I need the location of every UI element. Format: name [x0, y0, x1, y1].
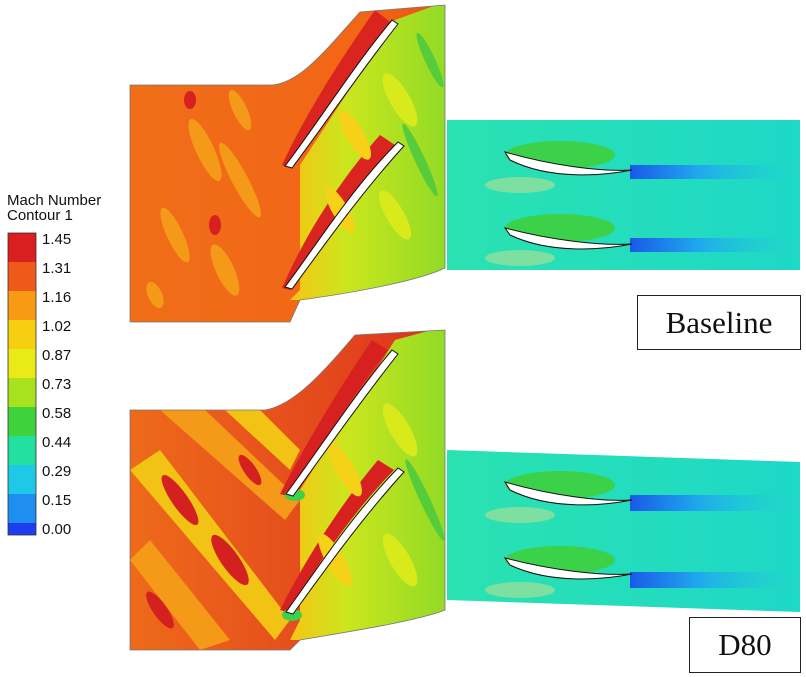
- legend-swatch: [8, 436, 36, 466]
- legend-tick: 0.00: [42, 521, 72, 538]
- d80-stator-domain: [130, 330, 445, 650]
- legend-tick: 0.44: [42, 434, 72, 451]
- legend-tick: 0.15: [42, 492, 72, 509]
- legend-swatch: [8, 349, 36, 379]
- legend-swatch: [8, 291, 36, 321]
- legend-subtitle: Contour 1: [7, 207, 73, 224]
- legend-tick: 0.58: [42, 405, 72, 422]
- legend-tick: 1.16: [42, 289, 72, 306]
- baseline-label: Baseline: [637, 295, 801, 350]
- legend-swatch: [8, 378, 36, 408]
- legend-swatch: [8, 494, 36, 524]
- baseline-stator-domain: [130, 5, 445, 322]
- legend-tick: 1.45: [42, 231, 72, 248]
- legend-swatch: [8, 523, 36, 535]
- legend-swatch: [8, 465, 36, 495]
- legend-swatch: [8, 262, 36, 292]
- legend-tick: 1.02: [42, 318, 72, 335]
- legend-tick: 1.31: [42, 260, 72, 277]
- legend-title: Mach Number: [7, 192, 102, 209]
- d80-rotor-domain: [447, 450, 800, 612]
- baseline-rotor-domain: [447, 120, 800, 270]
- legend-tick: 0.87: [42, 347, 72, 364]
- d80-label: D80: [689, 617, 801, 673]
- legend-swatch: [8, 233, 36, 263]
- legend-swatch: [8, 320, 36, 350]
- legend-tick: 0.29: [42, 463, 72, 480]
- legend-swatch: [8, 407, 36, 437]
- legend-tick: 0.73: [42, 376, 72, 393]
- legend-colorbar: [7, 232, 37, 536]
